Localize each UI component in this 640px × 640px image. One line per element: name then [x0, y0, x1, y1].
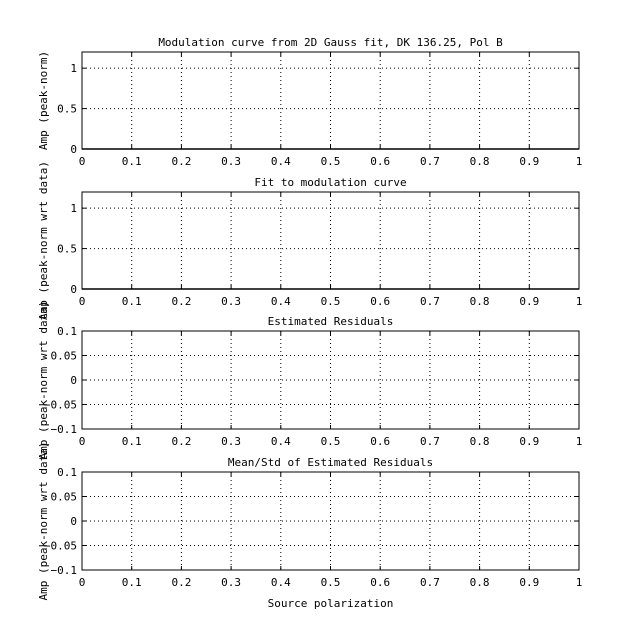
panel-title: Estimated Residuals	[268, 315, 394, 328]
x-axis-label: Source polarization	[268, 597, 394, 610]
x-tick-label: 0.3	[221, 155, 241, 168]
y-tick-label: −0.05	[44, 399, 77, 412]
x-tick-label: 0.2	[171, 295, 191, 308]
y-tick-label: 0	[70, 143, 77, 156]
panel-title: Mean/Std of Estimated Residuals	[228, 456, 433, 469]
x-tick-label: 0.1	[122, 295, 142, 308]
x-tick-label: 0.2	[171, 155, 191, 168]
x-tick-label: 1	[576, 435, 583, 448]
x-tick-label: 0.9	[519, 576, 539, 589]
x-tick-label: 0	[79, 435, 86, 448]
y-tick-label: −0.05	[44, 540, 77, 553]
x-tick-label: 0.8	[470, 155, 490, 168]
x-tick-label: 0.3	[221, 435, 241, 448]
x-tick-label: 0.5	[321, 155, 341, 168]
y-tick-label: 0.5	[57, 243, 77, 256]
x-tick-label: 0.4	[271, 435, 291, 448]
y-tick-label: 0	[70, 283, 77, 296]
y-tick-label: 0.05	[51, 491, 78, 504]
panel-1: 0 0.1 0.2 0.3 0.4 0.5 0.6 0.7 0.8 0.9 1 0 0.5 1 Modula…	[37, 36, 582, 168]
x-tick-label: 0.7	[420, 576, 440, 589]
x-tick-label: 0.5	[321, 435, 341, 448]
y-tick-label: 0	[70, 515, 77, 528]
y-tick-label: 0.05	[51, 350, 78, 363]
panel-title: Modulation curve from 2D Gauss fit, DK 1…	[158, 36, 503, 49]
x-tick-label: 1	[576, 576, 583, 589]
x-tick-label: 0.6	[370, 155, 390, 168]
x-tick-label: 0.3	[221, 295, 241, 308]
x-tick-label: 0.2	[171, 576, 191, 589]
x-tick-label: 0.9	[519, 435, 539, 448]
y-tick-label: 0.1	[57, 466, 77, 479]
x-tick-label: 0	[79, 576, 86, 589]
y-tick-label: 1	[70, 62, 77, 75]
y-axis-label: Amp (peak-norm wrt data)	[37, 442, 50, 601]
panel-4: 0 0.1 0.2 0.3 0.4 0.5 0.6 0.7 0.8 0.9 1 −0.1 −0.05 0 0…	[37, 442, 582, 610]
y-tick-label: 0	[70, 374, 77, 387]
x-tick-label: 0	[79, 155, 86, 168]
x-tick-label: 0.1	[122, 155, 142, 168]
x-tick-label: 0.8	[470, 295, 490, 308]
x-tick-label: 0.7	[420, 155, 440, 168]
x-tick-label: 0.7	[420, 435, 440, 448]
x-tick-label: 1	[576, 155, 583, 168]
x-tick-label: 0.5	[321, 295, 341, 308]
x-tick-label: 0.4	[271, 576, 291, 589]
panel-2: 0 0.1 0.2 0.3 0.4 0.5 0.6 0.7 0.8 0.9 1 0 0.5 1 Fit to…	[37, 161, 582, 320]
x-tick-label: 0.8	[470, 576, 490, 589]
x-tick-label: 0.6	[370, 576, 390, 589]
x-tick-label: 0.8	[470, 435, 490, 448]
x-tick-label: 0.9	[519, 295, 539, 308]
y-tick-label: 0.1	[57, 325, 77, 338]
x-tick-label: 0.7	[420, 295, 440, 308]
panel-title: Fit to modulation curve	[254, 176, 406, 189]
x-tick-label: 0.1	[122, 435, 142, 448]
x-tick-label: 0.6	[370, 295, 390, 308]
y-axis-label: Amp (peak-norm wrt data)	[37, 301, 50, 460]
x-tick-label: 0.2	[171, 435, 191, 448]
x-tick-label: 0.9	[519, 155, 539, 168]
y-tick-label: 1	[70, 202, 77, 215]
x-tick-label: 0.4	[271, 295, 291, 308]
x-tick-label: 0.3	[221, 576, 241, 589]
x-tick-label: 1	[576, 295, 583, 308]
y-tick-label: 0.5	[57, 103, 77, 116]
x-tick-label: 0.6	[370, 435, 390, 448]
x-tick-label: 0.1	[122, 576, 142, 589]
x-tick-label: 0.5	[321, 576, 341, 589]
panel-3: 0 0.1 0.2 0.3 0.4 0.5 0.6 0.7 0.8 0.9 1 −0.1 −0.05 0 0…	[37, 301, 582, 460]
y-tick-label: −0.1	[51, 564, 78, 577]
y-axis-label: Amp (peak-norm)	[37, 51, 50, 150]
y-tick-label: −0.1	[51, 423, 78, 436]
x-tick-label: 0.4	[271, 155, 291, 168]
y-axis-label: Amp (peak-norm wrt data)	[37, 161, 50, 320]
x-tick-label: 0	[79, 295, 86, 308]
